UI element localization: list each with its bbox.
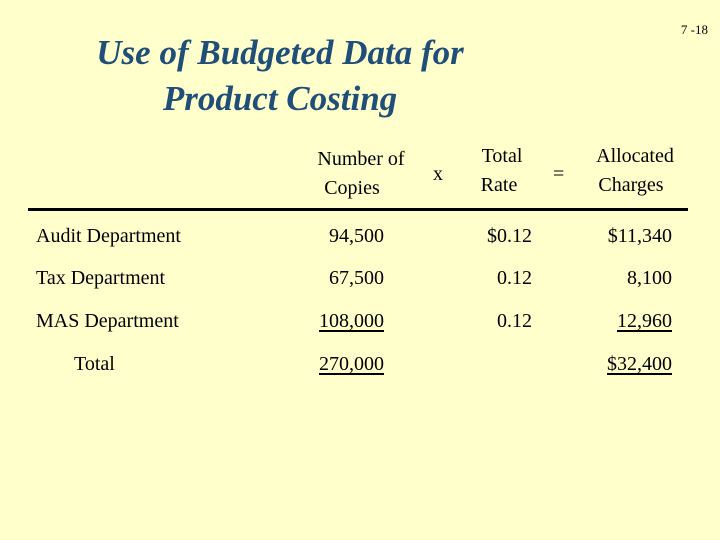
header-divider xyxy=(28,208,688,211)
header-number-of-copies: Number of Copies xyxy=(300,145,422,203)
header-rate-line-1: Total xyxy=(481,145,523,167)
row-rate-audit: $0.12 xyxy=(487,225,532,247)
row-copies-mas: 108,000 xyxy=(319,310,384,332)
slide-title: Use of Budgeted Data for Product Costing xyxy=(80,30,480,122)
total-copies: 270,000 xyxy=(319,353,384,375)
slide-number: 7 -18 xyxy=(680,22,708,37)
header-rate-line-2: Rate xyxy=(480,174,518,196)
multiply-sign: x xyxy=(433,163,443,185)
title-line-1: Use of Budgeted Data for xyxy=(96,33,464,72)
header-charges-line-1: Allocated xyxy=(596,145,674,167)
row-label-mas: MAS Department xyxy=(36,310,179,332)
row-charges-tax: 8,100 xyxy=(627,267,672,289)
row-label-audit: Audit Department xyxy=(36,225,181,247)
row-copies-tax: 67,500 xyxy=(329,267,384,289)
row-charges-mas: 12,960 xyxy=(617,310,672,332)
header-total-rate: Total Rate xyxy=(462,142,542,200)
row-label-tax: Tax Department xyxy=(36,267,166,289)
total-label: Total xyxy=(74,353,115,375)
row-copies-audit: 94,500 xyxy=(329,225,384,247)
row-charges-audit: $11,340 xyxy=(607,225,672,247)
header-copies-line-1: Number of xyxy=(317,148,405,170)
equals-sign: = xyxy=(553,163,565,185)
row-rate-mas: 0.12 xyxy=(497,310,532,332)
total-charges: $32,400 xyxy=(607,353,672,375)
row-rate-tax: 0.12 xyxy=(497,267,532,289)
header-charges-line-2: Charges xyxy=(598,174,664,196)
header-copies-line-2: Copies xyxy=(324,177,380,199)
header-allocated-charges: Allocated Charges xyxy=(576,142,686,200)
title-line-2: Product Costing xyxy=(162,79,398,118)
